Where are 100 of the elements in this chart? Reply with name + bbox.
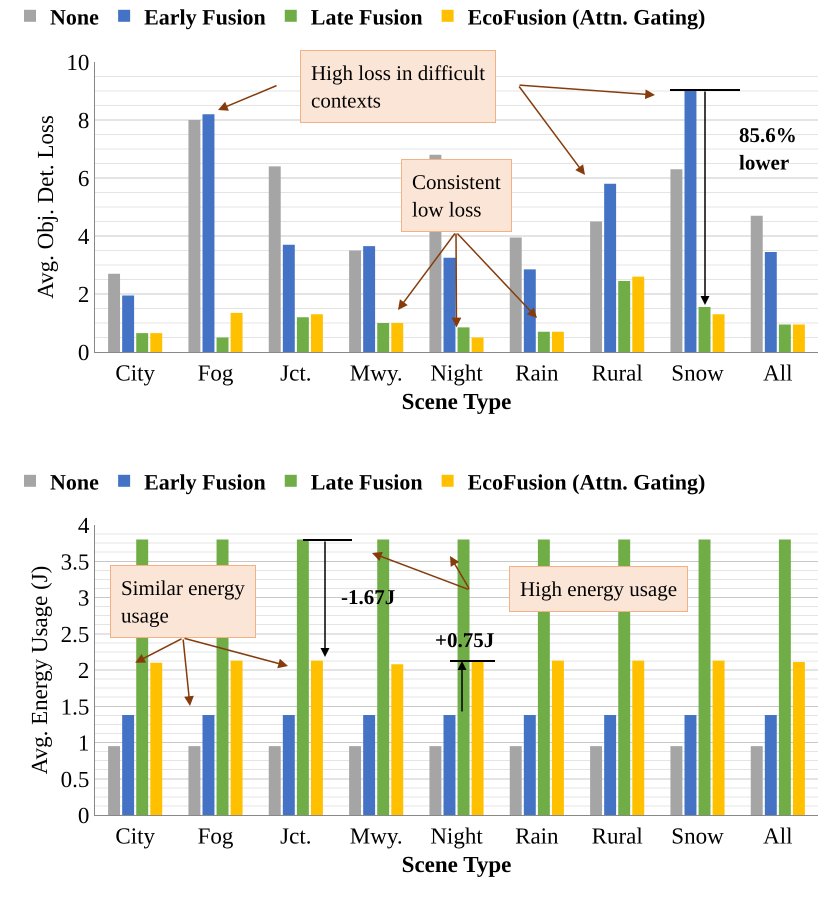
bar: [391, 664, 404, 815]
bar: [429, 746, 442, 815]
y-tick-label: 2: [78, 658, 90, 684]
legend-label: Early Fusion: [144, 469, 266, 494]
bar: [136, 333, 148, 352]
bar: [122, 295, 134, 352]
bar: [391, 323, 404, 352]
y-tick-label: 0: [78, 803, 90, 828]
y-tick-label: 4: [78, 224, 90, 250]
bar: [698, 307, 710, 352]
bar: [108, 746, 120, 815]
bar: [310, 660, 323, 815]
y-axis-title: Avg. Obj. Det. Loss: [32, 115, 58, 299]
bar: [524, 269, 536, 352]
bar: [590, 222, 602, 352]
y-tick-label: 8: [78, 108, 90, 134]
x-tick-label: City: [115, 360, 156, 386]
bar: [188, 746, 200, 815]
legend-label: None: [50, 469, 100, 494]
bar: [778, 540, 791, 815]
bar: [552, 660, 564, 815]
bar: [684, 714, 696, 815]
y-tick-label: 2.5: [60, 622, 90, 647]
bar: [363, 714, 376, 815]
x-tick-label: Rural: [592, 824, 643, 849]
bar: [377, 323, 390, 352]
bar: [282, 244, 295, 352]
bar: [444, 258, 456, 352]
bar: [108, 274, 120, 352]
legend-label: Late Fusion: [310, 469, 423, 494]
bar: [604, 184, 616, 352]
y-tick-label: 10: [66, 50, 90, 76]
bar: [268, 166, 281, 352]
annotation: High energy usage: [520, 577, 678, 601]
bar: [590, 746, 602, 815]
bar: [764, 252, 777, 352]
bar: [268, 746, 281, 815]
x-tick-label: All: [763, 824, 793, 849]
x-tick-label: Fog: [198, 360, 234, 386]
bar: [202, 114, 214, 352]
x-tick-label: City: [115, 824, 156, 849]
bar: [472, 338, 484, 352]
bar: [349, 250, 362, 352]
x-tick-label: Mwy.: [350, 824, 403, 849]
bar: [684, 91, 696, 352]
legend-label: EcoFusion (Attn. Gating): [468, 469, 706, 494]
x-tick-label: All: [763, 360, 793, 386]
bar: [510, 237, 522, 352]
bar: [792, 324, 805, 352]
bar: [750, 746, 763, 815]
y-axis-title: Avg. Energy Usage (J): [27, 566, 52, 774]
bar: [604, 714, 616, 815]
bar: [296, 540, 309, 815]
bar: [458, 327, 470, 352]
bar: [188, 120, 200, 352]
bar: [764, 714, 777, 815]
bar: [122, 714, 134, 815]
legend-label: None: [50, 4, 100, 30]
bar: [150, 333, 162, 352]
x-tick-label: Fog: [198, 824, 234, 849]
annotation: Consistent low loss: [412, 170, 501, 222]
bar: [230, 312, 243, 352]
x-tick-label: Night: [430, 824, 484, 849]
bar: [444, 714, 456, 815]
bar: [472, 660, 484, 815]
bar: [216, 338, 228, 352]
x-tick-label: Jct.: [280, 824, 312, 849]
bar: [552, 332, 564, 352]
bar: [349, 746, 362, 815]
bar: [510, 746, 522, 815]
x-tick-label: Snow: [671, 360, 724, 386]
bar: [712, 314, 725, 352]
bar: [632, 660, 644, 815]
bar: [363, 246, 376, 352]
bar: [750, 216, 763, 352]
x-axis-title: Scene Type: [402, 852, 512, 878]
x-axis-title: Scene Type: [402, 389, 512, 414]
legend-label: EcoFusion (Attn. Gating): [468, 4, 706, 30]
annotation: Similar energy usage: [121, 576, 246, 628]
bar: [296, 317, 309, 352]
bar: [618, 280, 630, 352]
bar: [670, 169, 682, 352]
x-tick-label: Rain: [515, 360, 560, 386]
y-tick-label: 4: [78, 513, 90, 538]
bar: [670, 746, 682, 815]
y-tick-label: 1.5: [60, 694, 90, 720]
bar: [778, 324, 791, 352]
y-tick-label: 6: [78, 166, 90, 192]
y-tick-label: 3.5: [60, 549, 90, 574]
y-tick-label: 2: [78, 282, 90, 308]
bar: [202, 714, 214, 815]
legend-label: Early Fusion: [144, 4, 266, 30]
bar: [538, 332, 550, 352]
x-tick-label: Jct.: [280, 360, 312, 386]
bar: [310, 314, 323, 352]
x-tick-label: Rain: [515, 824, 560, 849]
bar: [712, 660, 725, 815]
y-tick-label: 3: [78, 586, 90, 611]
annotation: 85.6% lower: [739, 123, 797, 174]
bar: [524, 714, 536, 815]
